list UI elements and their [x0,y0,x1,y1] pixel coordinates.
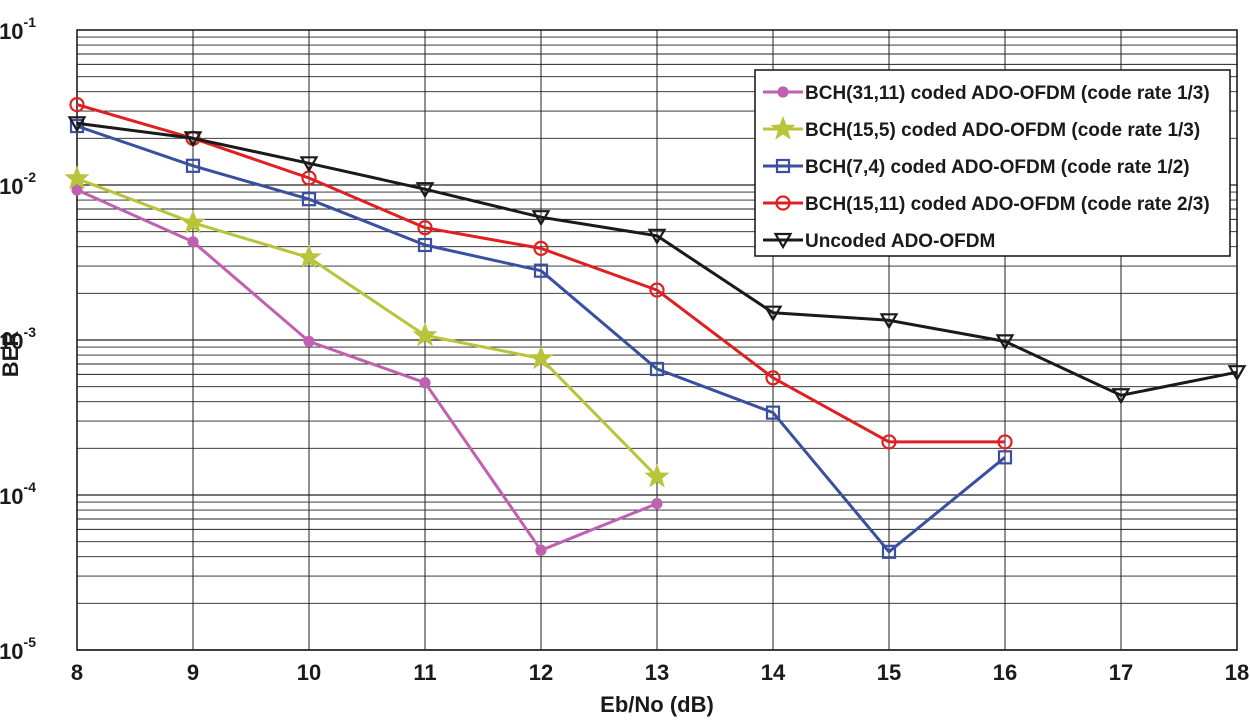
y-tick-label: 10-1 [0,14,36,44]
data-point [303,335,315,347]
data-point [64,165,90,190]
y-axis-label: BER [0,331,23,378]
data-point [533,240,549,256]
data-point [995,334,1015,351]
data-point [647,228,667,246]
data-point [881,544,897,559]
data-point [412,322,438,347]
data-point [528,345,554,370]
legend-marker [777,86,789,98]
series-layer [64,97,1247,559]
legend-label: BCH(15,11) coded ADO-OFDM (code rate 2/3… [805,194,1210,215]
series-1 [64,165,670,488]
data-point [301,192,317,207]
series-line [76,177,659,478]
data-point [187,236,199,248]
series-line [76,188,658,552]
legend-marker [773,232,793,250]
data-point [71,184,83,196]
series-4 [67,116,1247,405]
data-point [67,116,87,133]
data-point [651,498,663,510]
data-point [1111,388,1131,405]
legend-label: Uncoded ADO-OFDM [805,231,995,252]
y-tick-label: 10-3 [0,324,36,354]
legend-item: BCH(15,5) coded ADO-OFDM (code rate 1/3) [763,115,1200,141]
x-tick-label: 12 [529,660,553,685]
data-point [180,209,206,234]
data-point [1227,365,1247,382]
legend-marker [775,195,791,211]
legend: BCH(31,11) coded ADO-OFDM (code rate 1/3… [754,69,1231,257]
data-point [535,544,547,556]
data-point [417,220,433,236]
y-tick-label: 10-5 [0,634,36,664]
data-point [765,405,781,420]
data-point [183,131,203,148]
x-tick-label: 15 [877,660,901,685]
x-tick-label: 14 [761,660,786,685]
data-point [997,434,1013,450]
data-point [879,313,899,330]
series-line [76,103,1005,444]
legend-box [754,69,1231,257]
data-point [881,434,897,450]
data-point [763,305,783,322]
x-axis-label: Eb/No (dB) [600,692,714,717]
legend-label: BCH(15,5) coded ADO-OFDM (code rate 1/3) [805,120,1200,141]
legend-marker [775,158,791,174]
data-point [417,237,433,253]
axis-ticks: 8 9 10 11 12 13 14 15 16 17 18 10-1 10-2 10-3 10-4 10-5 [0,14,1249,685]
data-point [69,97,85,113]
legend-item: BCH(15,11) coded ADO-OFDM (code rate 2/3… [763,194,1210,215]
series-line [76,124,1006,554]
x-tick-label: 10 [297,660,321,685]
series-2 [69,118,1013,559]
legend-item: BCH(7,4) coded ADO-OFDM (code rate 1/2) [763,157,1190,178]
x-tick-label: 13 [645,660,669,685]
x-tick-label: 11 [413,660,436,685]
data-point [419,377,431,389]
data-point [649,361,665,377]
data-point [765,370,781,386]
data-point [533,263,549,278]
legend-label: BCH(31,11) coded ADO-OFDM (code rate 1/3… [805,83,1210,104]
x-tick-label: 8 [71,660,83,685]
x-tick-label: 16 [993,660,1017,685]
data-point [185,158,201,173]
data-point [415,182,435,199]
series-0 [71,184,663,556]
legend-marker [770,115,796,140]
legend-item: Uncoded ADO-OFDM [763,231,995,252]
x-tick-label: 9 [187,660,199,685]
data-point [997,450,1013,465]
legend-label: BCH(7,4) coded ADO-OFDM (code rate 1/2) [805,157,1190,178]
x-tick-label: 18 [1225,660,1249,685]
series-line [76,121,1238,397]
plot-frame [76,29,1238,651]
data-point [296,244,322,269]
x-tick-label: 17 [1109,660,1133,685]
data-point [531,210,551,227]
y-tick-label: 10-4 [0,479,36,509]
data-point [649,282,665,298]
data-point [644,463,670,488]
y-tick-label: 10-2 [0,169,36,199]
data-point [299,156,319,173]
legend-item: BCH(31,11) coded ADO-OFDM (code rate 1/3… [763,83,1210,104]
